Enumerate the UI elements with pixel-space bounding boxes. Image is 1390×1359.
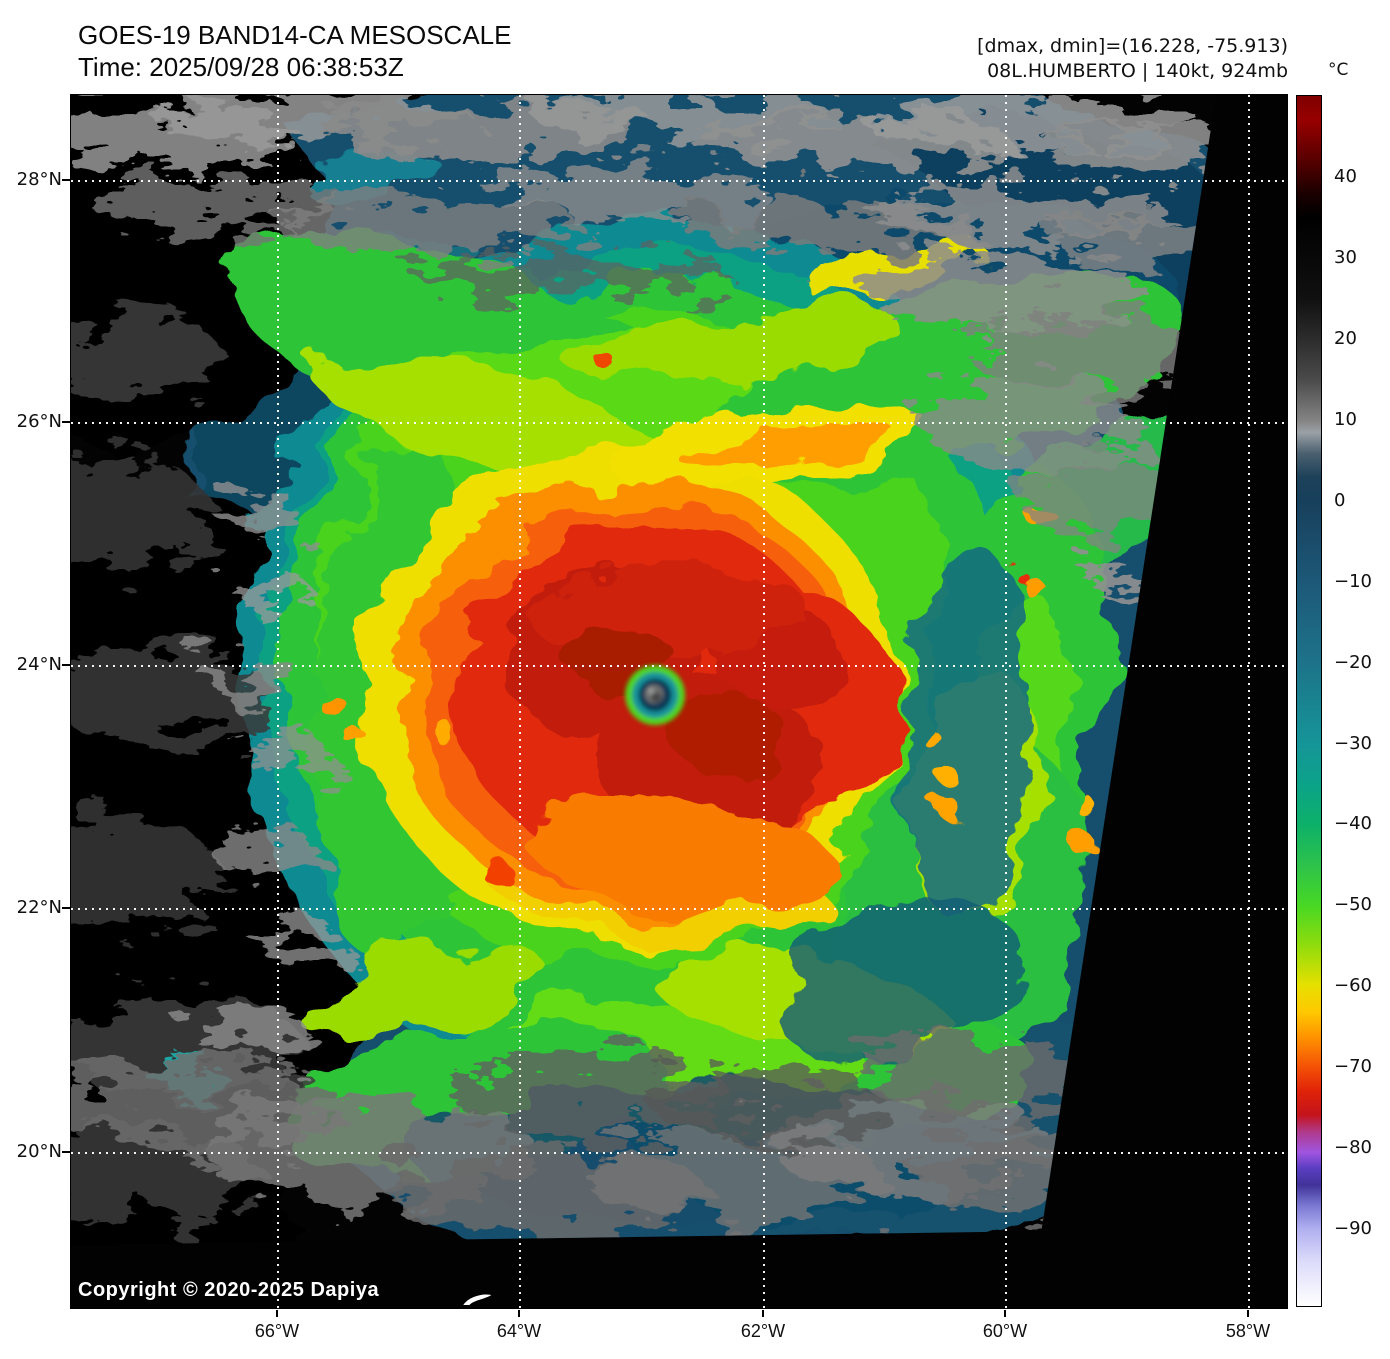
- page-title: GOES-19 BAND14-CA MESOSCALE: [78, 20, 512, 50]
- gridline-lat-28n: [71, 180, 1287, 182]
- lat-tick-22n: 22°N: [16, 897, 62, 918]
- lon-tickmark: [276, 1310, 278, 1317]
- gridline-lat-20n: [71, 1152, 1287, 1154]
- cb-tick--50: −50: [1334, 894, 1372, 915]
- lon-tick-60w: 60°W: [982, 1321, 1028, 1341]
- cb-tick--80: −80: [1334, 1137, 1372, 1158]
- cb-tick--20: −20: [1334, 652, 1372, 673]
- gridline-lon-62w: [763, 95, 765, 1308]
- colorbar: [1296, 95, 1322, 1307]
- gridline-lat-22n: [71, 908, 1287, 910]
- cb-tick--70: −70: [1334, 1056, 1372, 1077]
- storm-info: 08L.HUMBERTO | 140kt, 924mb: [987, 60, 1288, 82]
- cb-tick--90: −90: [1334, 1218, 1372, 1239]
- gridline-lon-58w: [1248, 95, 1250, 1308]
- lon-tickmark: [762, 1310, 764, 1317]
- lon-tick-64w: 64°W: [496, 1321, 542, 1341]
- lat-tickmark: [62, 907, 70, 909]
- annotation-block: [dmax, dmin]=(16.228, -75.913) 08L.HUMBE…: [977, 34, 1288, 84]
- map-plot-area: [70, 94, 1288, 1309]
- lat-tick-28n: 28°N: [16, 169, 62, 190]
- gridline-lon-66w: [277, 95, 279, 1308]
- lat-tick-20n: 20°N: [16, 1141, 62, 1162]
- coastline-mark: [463, 1294, 492, 1306]
- cb-tick--10: −10: [1334, 571, 1372, 592]
- lat-tick-26n: 26°N: [16, 411, 62, 432]
- lon-tick-62w: 62°W: [740, 1321, 786, 1341]
- lon-tickmark: [1004, 1310, 1006, 1317]
- cb-tick-10: 10: [1334, 409, 1357, 430]
- lon-tickmark: [1247, 1310, 1249, 1317]
- cb-tick--40: −40: [1334, 813, 1372, 834]
- lon-tick-66w: 66°W: [254, 1321, 300, 1341]
- lat-tickmark: [62, 664, 70, 666]
- lat-tick-24n: 24°N: [16, 654, 62, 675]
- cb-tick--30: −30: [1334, 733, 1372, 754]
- gridline-lon-64w: [519, 95, 521, 1308]
- gridline-lon-60w: [1005, 95, 1007, 1308]
- cb-tick--60: −60: [1334, 975, 1372, 996]
- gridline-lat-26n: [71, 422, 1287, 424]
- lat-tickmark: [62, 1151, 70, 1153]
- copyright-text: Copyright © 2020-2025 Dapiya: [78, 1279, 380, 1301]
- cb-tick-30: 30: [1334, 247, 1357, 268]
- lat-tickmark: [62, 421, 70, 423]
- colorbar-unit: °C: [1328, 60, 1349, 80]
- cb-tick-40: 40: [1334, 166, 1357, 187]
- lon-tick-58w: 58°W: [1225, 1321, 1271, 1341]
- lon-tickmark: [518, 1310, 520, 1317]
- cb-tick-0: 0: [1334, 490, 1346, 511]
- timestamp: Time: 2025/09/28 06:38:53Z: [78, 52, 404, 82]
- cb-tick-20: 20: [1334, 328, 1357, 349]
- lat-tickmark: [62, 179, 70, 181]
- gridline-lat-24n: [71, 665, 1287, 667]
- dmax-dmin-readout: [dmax, dmin]=(16.228, -75.913): [977, 35, 1288, 57]
- satellite-ir-image: [71, 95, 1217, 1306]
